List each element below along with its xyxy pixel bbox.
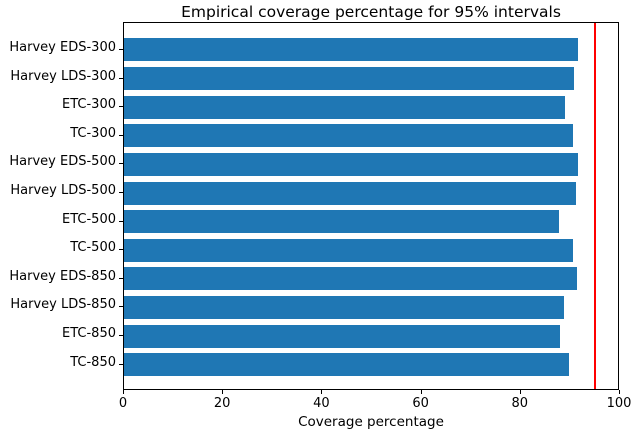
y-tick-label: TC-300: [70, 125, 116, 141]
y-tick-mark: [119, 363, 123, 365]
y-tick-mark: [119, 249, 123, 251]
y-tick-mark: [119, 220, 123, 222]
y-tick-label: ETC-850: [62, 326, 116, 342]
bar-tc-500: [124, 238, 573, 262]
y-tick-label: TC-500: [70, 240, 116, 256]
bar-tc-850: [124, 353, 570, 377]
bar-etc-300: [124, 95, 565, 119]
y-tick-mark: [119, 335, 123, 337]
bar-harvey-eds-300: [124, 38, 578, 62]
bar-harvey-lds-500: [124, 181, 577, 205]
x-tick-mark: [123, 390, 124, 394]
x-tick-mark: [321, 390, 323, 394]
bar-etc-850: [124, 324, 561, 348]
x-tick-label: 40: [313, 396, 330, 411]
x-tick-label: 100: [606, 396, 631, 411]
y-tick-label: Harvey LDS-500: [10, 183, 116, 198]
x-tick-label: 0: [118, 396, 128, 411]
y-tick-mark: [119, 106, 123, 108]
x-tick-mark: [420, 390, 422, 394]
y-tick-mark: [119, 306, 123, 308]
y-tick-mark: [119, 163, 123, 165]
x-tick-label: 80: [511, 396, 529, 411]
y-tick-label: Harvey EDS-500: [9, 154, 116, 170]
y-tick-label: TC-850: [70, 354, 116, 370]
y-tick-label: Harvey EDS-300: [9, 39, 116, 55]
x-axis-label: Coverage percentage: [298, 414, 444, 430]
y-tick-mark: [119, 192, 123, 193]
y-tick-mark: [119, 277, 123, 279]
y-tick-mark: [119, 48, 123, 50]
plot-area: [123, 22, 619, 390]
x-tick-label: 20: [213, 396, 231, 411]
y-tick-label: Harvey LDS-850: [10, 297, 116, 313]
x-tick-mark: [619, 390, 620, 394]
bar-etc-500: [124, 210, 559, 234]
bar-harvey-lds-850: [124, 295, 565, 319]
bar-harvey-eds-850: [124, 267, 577, 291]
y-tick-mark: [119, 77, 123, 79]
x-tick-mark: [222, 390, 224, 394]
y-tick-label: Harvey LDS-300: [10, 68, 116, 84]
x-tick-mark: [519, 390, 521, 394]
y-tick-label: ETC-500: [62, 211, 116, 227]
chart-title: Empirical coverage percentage for 95% in…: [181, 3, 561, 21]
bar-tc-300: [124, 124, 573, 148]
reference-line-95: [594, 23, 597, 389]
y-tick-label: Harvey EDS-850: [9, 268, 116, 284]
bar-harvey-eds-500: [124, 152, 578, 176]
bar-harvey-lds-300: [124, 67, 575, 91]
y-tick-mark: [119, 134, 123, 136]
y-tick-label: ETC-300: [62, 97, 116, 113]
x-tick-label: 60: [412, 396, 429, 411]
